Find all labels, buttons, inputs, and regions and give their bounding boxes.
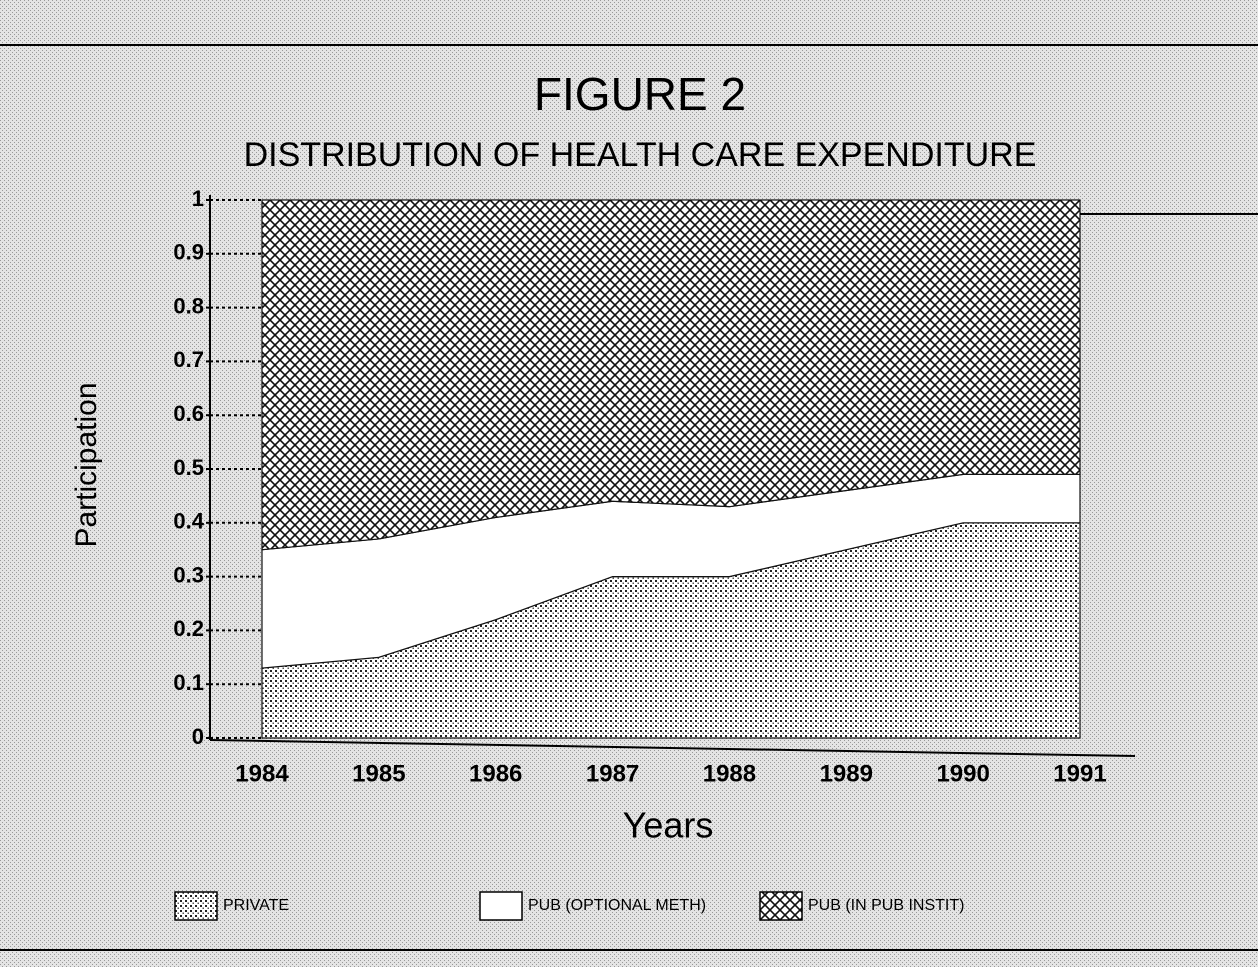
y-tick-label: 1 (192, 186, 204, 211)
chart-title: FIGURE 2 (534, 68, 746, 120)
legend-swatch (479, 891, 523, 921)
x-tick-label: 1986 (469, 760, 522, 787)
x-tick-label: 1984 (235, 760, 289, 787)
area (261, 199, 1081, 551)
y-tick-label: 0.5 (173, 455, 204, 480)
y-tick-label: 0.1 (173, 670, 204, 695)
legend-label: PUB (OPTIONAL METH) (528, 897, 706, 914)
y-tick-label: 0.8 (173, 293, 204, 318)
chart-subtitle: DISTRIBUTION OF HEALTH CARE EXPENDITURE (244, 136, 1037, 174)
legend-swatch (174, 891, 218, 921)
x-tick-label: 1991 (1053, 760, 1106, 787)
legend-label: PUB (IN PUB INSTIT) (808, 897, 964, 914)
y-tick-label: 0.3 (173, 562, 204, 587)
x-tick-label: 1988 (703, 760, 756, 787)
y-axis-label: Participation (70, 382, 103, 547)
legend-label: PRIVATE (223, 897, 289, 914)
y-tick-label: 0.9 (173, 240, 204, 265)
x-tick-label: 1990 (936, 760, 989, 787)
x-tick-label: 1985 (352, 760, 405, 787)
x-axis-label: Years (623, 805, 714, 846)
y-tick-label: 0.4 (173, 509, 204, 534)
y-tick-label: 0 (192, 724, 204, 749)
y-tick-label: 0.6 (173, 401, 204, 426)
x-axis (209, 739, 1136, 757)
x-tick-label: 1987 (586, 760, 639, 787)
legend-swatch (759, 891, 803, 921)
y-tick-label: 0.7 (173, 347, 204, 372)
y-tick-label: 0.2 (173, 616, 204, 641)
x-tick-label: 1989 (820, 760, 873, 787)
